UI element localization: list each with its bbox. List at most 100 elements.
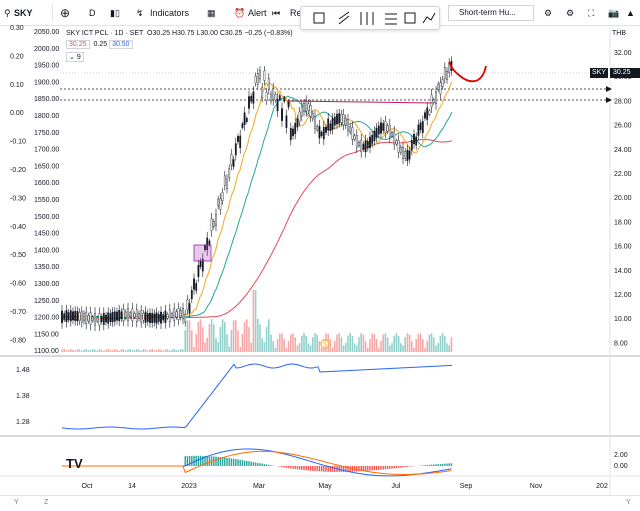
fullscreen-icon[interactable]: ⛶ [588, 8, 595, 18]
candle-body [160, 311, 162, 324]
candle-body [399, 147, 402, 153]
candle-body [122, 309, 125, 321]
range-button-z[interactable]: Z [44, 499, 49, 506]
settings-icon-small[interactable]: ⚙ [544, 8, 553, 18]
range-button-right[interactable]: Y [626, 499, 631, 506]
macd-histogram-bar [217, 456, 219, 466]
volume-bar [413, 347, 415, 352]
ratio-axis-tick: 1.28 [16, 419, 30, 426]
range-button-y[interactable]: Y [14, 499, 19, 506]
price-candles[interactable] [61, 56, 453, 332]
candle-body [424, 112, 426, 119]
settings-icon[interactable]: ⚙ [566, 8, 575, 18]
macd-axis-tick: 0.00 [614, 463, 628, 470]
volume-bar [272, 341, 274, 352]
volume-bar [193, 346, 195, 352]
macd-histogram-bar [327, 466, 329, 472]
candle-body [171, 313, 173, 318]
bid-price[interactable]: 30.25 [66, 40, 90, 49]
layout-name-select[interactable]: Short-term Hu... [448, 5, 534, 21]
volume-bar [85, 349, 87, 352]
volume-bar [131, 350, 134, 352]
compare-add-icon[interactable]: ⊕ [60, 6, 71, 20]
signal-line[interactable] [62, 450, 452, 475]
candle-body [393, 131, 396, 145]
ratio-line[interactable] [61, 363, 453, 430]
ema-slow-line[interactable] [61, 139, 453, 321]
volume-bar [316, 334, 318, 352]
publish-icon[interactable]: ▲ [626, 8, 635, 18]
ema-mid-line[interactable] [62, 95, 453, 319]
templates-icon[interactable]: ▦ [207, 8, 216, 18]
macd-line[interactable] [62, 448, 452, 477]
ratio-axis-tick: 1.48 [16, 367, 30, 374]
volume-bar [448, 345, 450, 352]
macd-histogram-bar [340, 466, 343, 472]
volume-bar [309, 345, 312, 352]
volume-bar [173, 349, 175, 352]
ask-price[interactable]: 30.50 [109, 40, 133, 49]
volume-bar [450, 337, 453, 352]
macd-histogram-bar [290, 466, 292, 469]
search-icon[interactable]: ⚲ [4, 8, 11, 18]
right-price-axis[interactable]: 32.0030.0028.0026.0024.0022.0020.0018.00… [614, 50, 632, 347]
replay-icon[interactable]: ⏮ [272, 8, 281, 18]
volume-bar [171, 349, 173, 352]
time-axis-tick: 2023 [181, 483, 197, 490]
macd-histogram-bar [369, 466, 371, 471]
layout-name-label: Short-term Hu... [459, 8, 516, 17]
candle-body [135, 309, 138, 322]
macd-histogram-bar [373, 466, 376, 471]
macd-histogram-bar [259, 463, 261, 466]
volume-bar [369, 338, 371, 352]
volume-bar [72, 349, 74, 352]
candle-body [208, 240, 211, 245]
symbol-search[interactable]: SKY [14, 8, 33, 18]
cup-annotation[interactable] [448, 61, 487, 83]
left-axis-index-tick: 1750.00 [34, 130, 59, 137]
camera-icon[interactable]: 📷 [608, 8, 620, 18]
chart-type-icon[interactable]: ▮▯ [110, 8, 120, 18]
parallel-channel-icon[interactable] [338, 11, 350, 25]
interval-button[interactable]: D [89, 8, 96, 18]
candle-body [67, 312, 70, 320]
volume-bar [111, 350, 114, 352]
horizontal-lines-icon[interactable] [385, 13, 397, 25]
left-axis-percent-tick: 0.20 [10, 53, 24, 60]
path-tool-icon[interactable] [422, 12, 436, 24]
volume-bar [63, 349, 65, 352]
volume-bar [391, 343, 393, 352]
volume-bar [433, 337, 435, 352]
volume-bar [175, 350, 178, 352]
position-tool-icon[interactable] [404, 12, 416, 24]
alert-icon[interactable]: ⏰ [234, 8, 246, 18]
macd-histogram-bar [378, 466, 380, 470]
volume-bar [281, 333, 283, 352]
indicator-collapse-toggle[interactable]: ⌄ 9 [66, 52, 84, 62]
indicators-icon[interactable]: ↯ [136, 8, 144, 18]
macd-histogram-bar [312, 466, 314, 471]
symbol-title[interactable]: SKY ICT PCL · 1D · SET [66, 30, 144, 37]
dividend-marker-icon[interactable] [320, 339, 330, 349]
tradingview-logo[interactable]: TV [66, 456, 83, 471]
volume-bar [380, 340, 382, 352]
macd-histogram-bar [204, 455, 206, 466]
highlight-box[interactable] [193, 244, 212, 262]
resistance-line[interactable] [286, 100, 433, 104]
ema-fast-line[interactable] [62, 81, 453, 320]
fib-tool-icon[interactable] [360, 12, 374, 25]
candle-body [105, 314, 107, 323]
indicators-button[interactable]: Indicators [150, 8, 190, 18]
macd-histogram-bar [356, 466, 358, 472]
macd-histogram-bar [411, 466, 413, 467]
volume-bar [360, 333, 362, 352]
currency-label[interactable]: THB [612, 30, 626, 37]
candle-body [276, 98, 279, 112]
replay-button[interactable]: Re [290, 8, 302, 18]
rectangle-tool-icon[interactable] [313, 12, 325, 24]
candle-body [201, 259, 204, 272]
time-axis[interactable]: Oct 14 2023 Mar May Jul Sep Nov 202 [82, 483, 608, 490]
left-axis-index-tick: 1700.00 [34, 147, 59, 154]
alert-button[interactable]: Alert [248, 8, 267, 18]
